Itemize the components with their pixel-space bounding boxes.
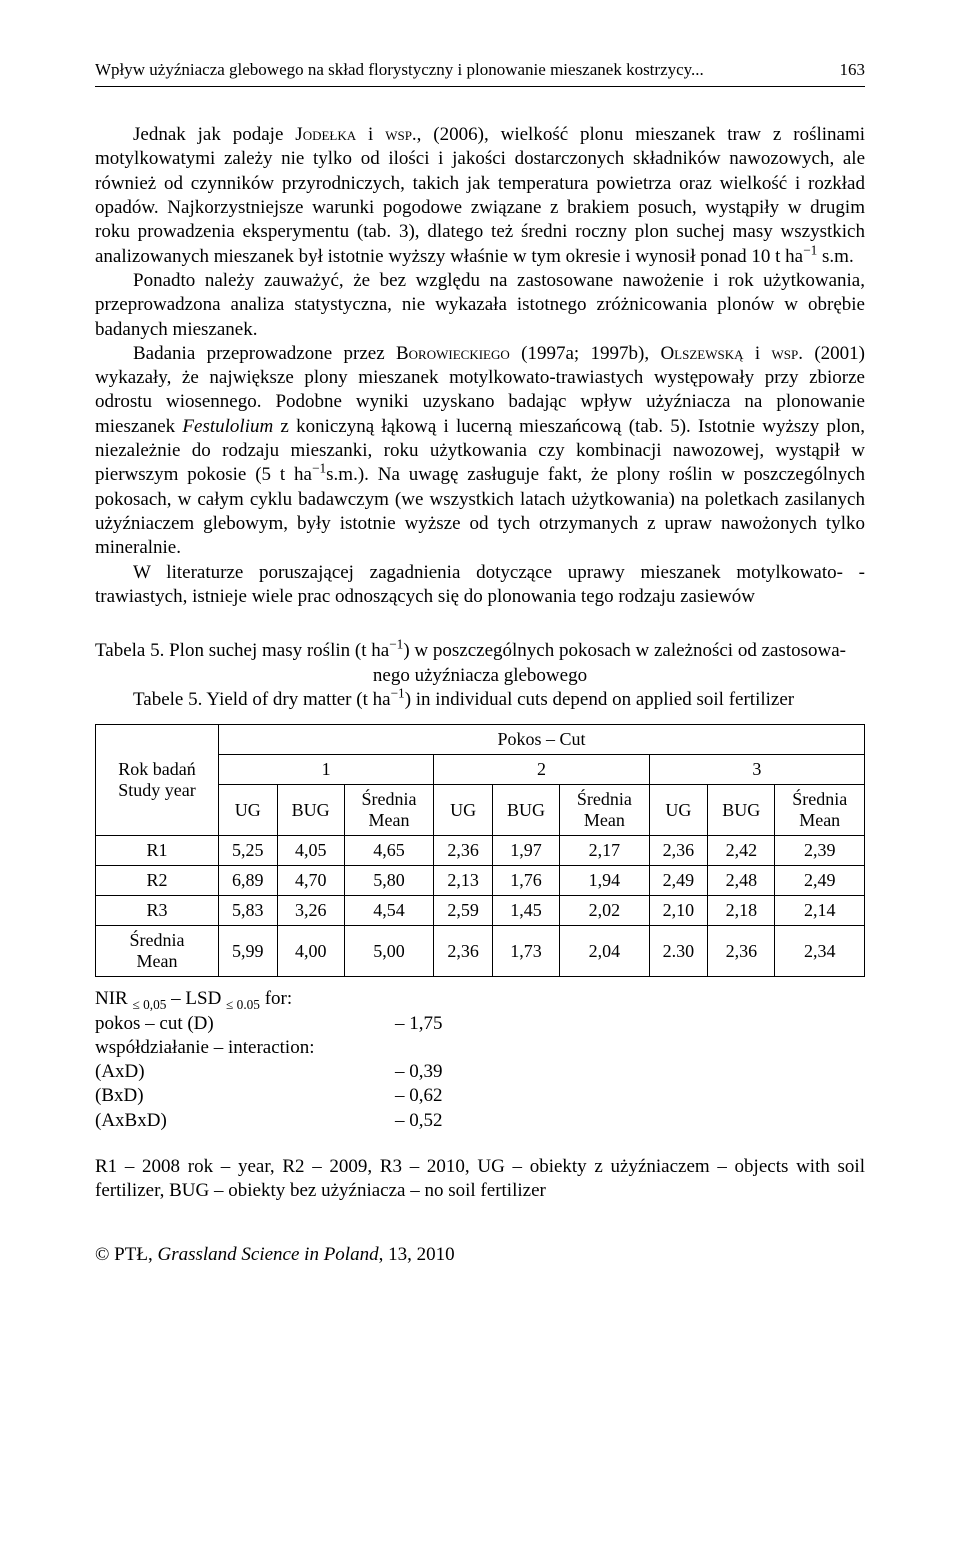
table-caption: Tabela 5. Plon suchej masy roślin (t ha−… xyxy=(95,639,865,712)
col-mean: ŚredniaMean xyxy=(344,785,434,836)
col-ug: UG xyxy=(434,785,493,836)
col-mean: ŚredniaMean xyxy=(560,785,650,836)
paragraph-4: W literaturze poruszającej zagadnienia d… xyxy=(95,561,865,610)
page-number: 163 xyxy=(840,60,866,80)
col-bug: BUG xyxy=(277,785,344,836)
table-row: R2 6,89 4,70 5,80 2,13 1,76 1,94 2,49 2,… xyxy=(96,866,865,896)
group-1: 1 xyxy=(219,755,434,785)
table-row: R1 5,25 4,05 4,65 2,36 1,97 2,17 2,36 2,… xyxy=(96,836,865,866)
paragraph-2: Ponadto należy zauważyć, że bez względu … xyxy=(95,269,865,342)
super-header: Pokos – Cut xyxy=(219,725,865,755)
page-footer: © PTŁ, Grassland Science in Poland, 13, … xyxy=(95,1244,865,1266)
paragraph-3: Badania przeprowadzone przez Borowieckie… xyxy=(95,342,865,561)
group-2: 2 xyxy=(434,755,649,785)
running-header: Wpływ użyźniacza glebowego na skład flor… xyxy=(95,60,865,87)
col-mean: ŚredniaMean xyxy=(775,785,865,836)
paragraph-1: Jednak jak podaje Jodełka i wsp., (2006)… xyxy=(95,123,865,269)
table-notes: NIR ≤ 0,05 – LSD ≤ 0.05 for: pokos – cut… xyxy=(95,987,865,1133)
running-title: Wpływ użyźniacza glebowego na skład flor… xyxy=(95,60,820,80)
col-bug: BUG xyxy=(492,785,559,836)
col-ug: UG xyxy=(649,785,708,836)
group-3: 3 xyxy=(649,755,864,785)
rowhead-label: Rok badań Study year xyxy=(96,725,219,836)
data-table: Rok badań Study year Pokos – Cut 1 2 3 U… xyxy=(95,724,865,977)
col-bug: BUG xyxy=(708,785,775,836)
table-row-mean: ŚredniaMean 5,99 4,00 5,00 2,36 1,73 2,0… xyxy=(96,926,865,977)
table-legend: R1 – 2008 rok – year, R2 – 2009, R3 – 20… xyxy=(95,1155,865,1204)
col-ug: UG xyxy=(219,785,278,836)
table-row: R3 5,83 3,26 4,54 2,59 1,45 2,02 2,10 2,… xyxy=(96,896,865,926)
